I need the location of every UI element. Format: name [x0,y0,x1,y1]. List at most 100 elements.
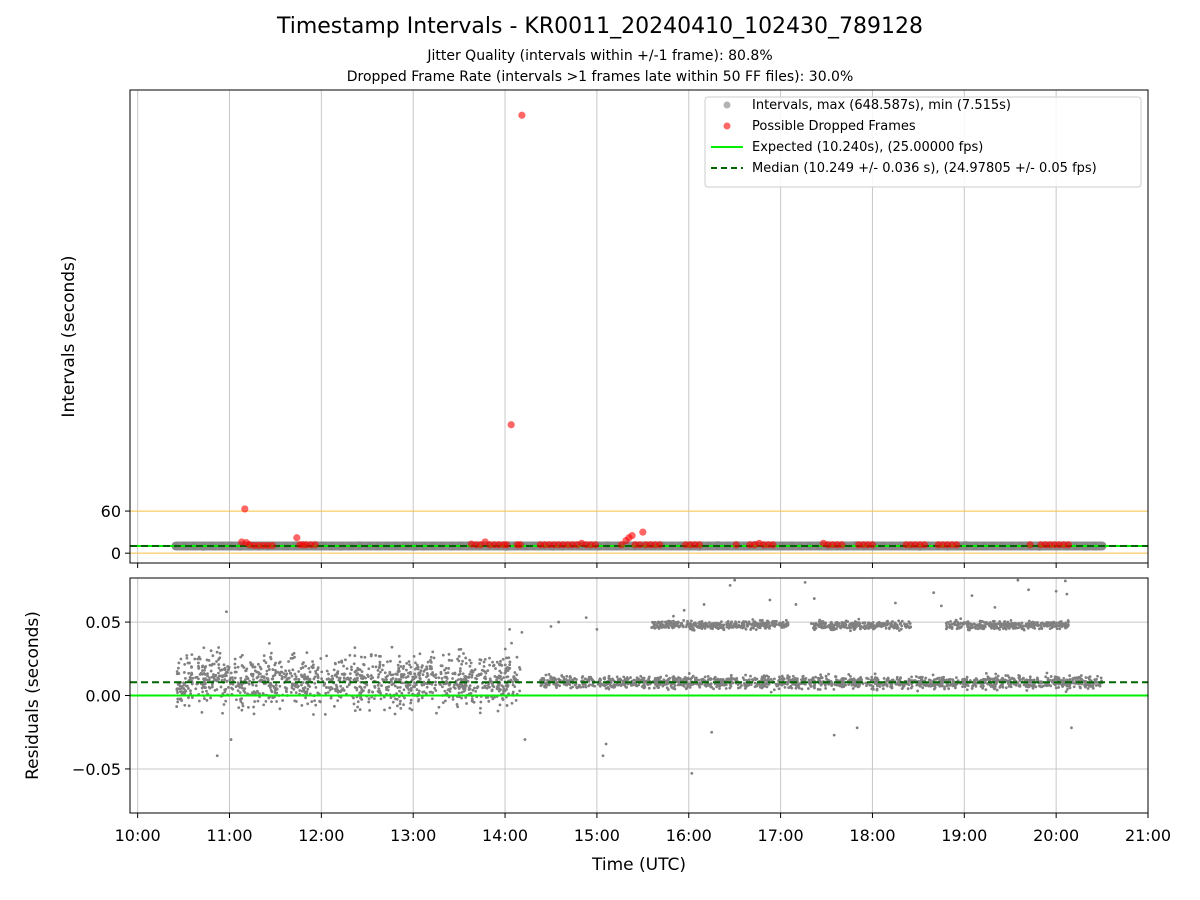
residual-point [249,661,252,665]
residual-point [236,665,240,669]
residual-point [478,662,482,665]
residual-point [970,687,974,690]
residual-point [421,690,425,694]
residual-point [384,676,388,679]
residual-point [400,691,404,695]
residual-point [469,661,473,665]
residual-point [865,676,868,680]
residual-point [240,708,244,712]
residual-point [323,712,327,716]
residual-point [337,660,341,664]
residual-point [354,669,358,673]
residual-point [803,678,807,682]
residual-point [255,670,259,674]
residual-point [870,675,874,679]
residual-point [308,670,312,674]
residual-point [239,700,243,703]
residual-point [1064,678,1068,682]
residual-point [409,670,412,674]
residual-point [197,677,200,681]
residual-point [654,621,657,624]
residual-point [682,619,686,622]
residual-point [967,628,971,632]
residual-point [418,652,422,656]
residual-point [1066,620,1070,624]
residual-point [975,624,979,628]
residual-point [320,677,324,681]
residual-point [731,677,735,681]
residual-point [246,676,249,680]
residual-point [243,691,247,694]
residual-point [271,696,275,699]
residual-point [754,628,758,631]
residual-point [302,661,305,664]
residual-point [389,678,393,682]
residual-point [995,688,999,692]
residual-point [1066,623,1070,627]
residual-point [426,674,430,677]
dropped-frame-point [518,111,526,119]
x-tick-label: 21:00 [1125,826,1171,845]
residual-point [988,621,992,625]
residual-point [937,676,941,680]
residual-point [355,688,359,692]
residual-point [379,654,382,658]
residual-point [1031,623,1035,627]
residual-point [539,684,543,688]
residual-point [642,676,646,680]
residual-point [515,655,519,659]
residual-point [869,678,873,682]
residual-point [842,680,846,684]
residual-point [194,687,198,691]
residual-point [215,650,219,654]
residual-point [233,662,237,666]
residual-point [402,664,406,668]
dropped-frame-point [636,541,644,549]
residual-point [703,683,707,687]
residual-point [515,673,519,677]
residual-point [268,686,272,690]
residual-point [422,680,426,684]
residual-point [451,677,454,680]
residual-point [571,678,575,682]
residual-point [959,621,963,625]
residual-point [332,668,336,672]
residual-point [503,663,507,667]
residual-point [217,646,221,649]
residual-point [615,675,619,679]
residual-point [941,676,945,680]
residual-point [233,676,237,680]
residual-point [386,688,390,692]
residual-point [658,622,662,625]
x-tick-label: 14:00 [482,826,528,845]
residual-point [835,679,839,682]
residual-point [830,681,834,685]
residual-point [816,687,820,691]
residual-point [732,623,736,626]
residual-point [226,686,230,689]
residual-point [274,671,278,674]
residual-point [447,667,451,670]
residual-point [1028,675,1032,679]
residual-point [1049,684,1053,688]
residual-point [497,674,501,678]
residual-point [391,676,395,680]
residual-point [385,678,388,682]
residual-point [498,703,502,707]
residual-point [287,660,290,663]
residual-point [1021,678,1024,681]
residual-point [558,684,562,688]
residual-point [495,686,499,689]
residual-point [994,672,998,676]
residual-point [202,678,206,682]
residual-point [404,684,408,688]
residual-point [513,677,517,680]
residual-point [409,698,413,702]
residual-point [1057,624,1061,628]
residual-point [881,683,885,687]
residual-point [665,686,669,690]
residual-point [179,657,183,661]
residual-point [1050,623,1054,627]
residual-point [1086,687,1090,690]
residual-point [660,620,664,624]
